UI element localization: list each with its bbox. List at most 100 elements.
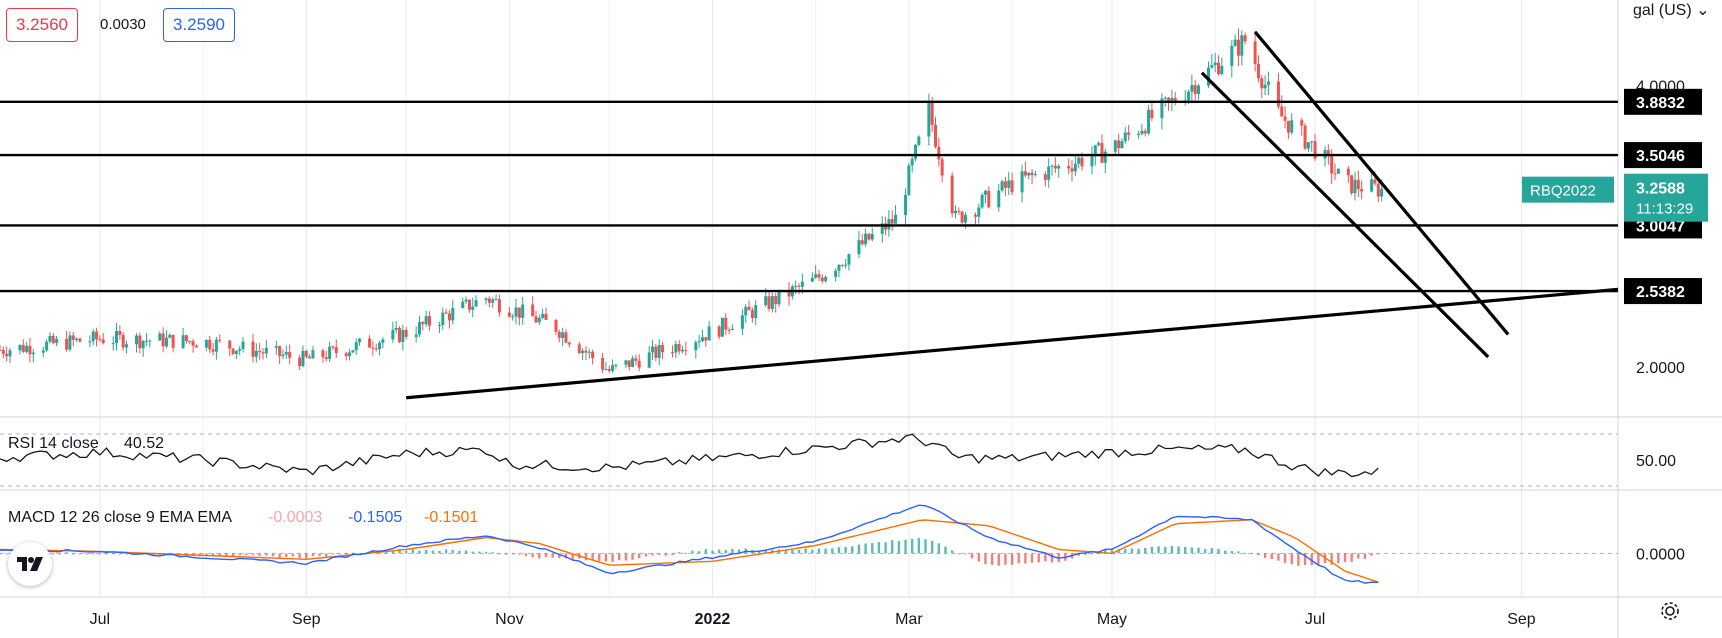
macd-histogram-bar [1317, 553, 1320, 566]
candle-body [358, 338, 362, 343]
bid-price-badge[interactable]: 3.2560 [6, 8, 78, 42]
candle-body [1007, 180, 1011, 188]
macd-histogram-bar [338, 553, 341, 555]
candle-body [953, 210, 957, 214]
macd-histogram-bar [731, 549, 734, 554]
macd-histogram-bar [691, 550, 694, 554]
macd-histogram-bar [98, 553, 102, 555]
candle-body [181, 335, 185, 348]
macd-histogram-bar [764, 550, 767, 554]
macd-histogram-bar [458, 550, 461, 554]
candle-body [867, 233, 871, 240]
macd-line [0, 504, 1379, 584]
macd-histogram-bar [717, 549, 721, 554]
candle-body [401, 330, 405, 342]
macd-histogram-bar [677, 552, 681, 554]
macd-histogram-bar [404, 550, 408, 554]
x-tick-label: Nov [495, 611, 523, 628]
candle-body [1220, 65, 1224, 75]
macd-histogram-bar [1024, 553, 1027, 564]
candle-body [820, 277, 824, 282]
macd-histogram-bar [990, 553, 994, 565]
candle-body [1143, 130, 1147, 134]
candle-body [817, 274, 821, 278]
candle-body [1213, 62, 1217, 66]
candle-body [1057, 166, 1061, 169]
macd-histogram-bar [245, 553, 248, 556]
unit-selector[interactable]: gal (US) ⌄ [1633, 0, 1710, 20]
candle-body [930, 102, 934, 125]
candle-body [78, 338, 82, 342]
candle-body [1067, 166, 1071, 169]
candle-body [684, 350, 688, 352]
candle-body [121, 334, 125, 348]
candle-body [351, 350, 355, 353]
candle-body [474, 300, 478, 307]
macd-histogram-bar [711, 550, 714, 554]
candle-body [158, 333, 162, 341]
candle-body [1207, 67, 1211, 86]
candle-body [88, 341, 92, 343]
macd-histogram-bar [444, 549, 448, 554]
macd-histogram-bar [1350, 553, 1353, 562]
candle-body [614, 364, 618, 366]
macd-histogram-bar [305, 553, 308, 559]
macd-histogram-bar [804, 548, 807, 554]
macd-histogram-bar [1010, 553, 1014, 565]
candle-body [91, 331, 95, 342]
candle-body [1160, 98, 1164, 119]
macd-histogram-bar [464, 550, 468, 554]
macd-histogram-bar [65, 552, 68, 554]
candle-body [1243, 35, 1247, 42]
candle-body [1193, 85, 1197, 95]
candle-body [1360, 189, 1364, 192]
candle-body [5, 353, 9, 357]
candle-body [98, 339, 102, 341]
candle-body [1306, 142, 1310, 149]
candle-body [637, 360, 641, 368]
candle-body [997, 190, 1001, 208]
macd-histogram-bar [791, 549, 794, 554]
macd-histogram-bar [618, 553, 621, 561]
candle-body [414, 334, 418, 337]
macd-histogram-bar [291, 553, 295, 557]
candle-body [308, 356, 312, 359]
macd-histogram-bar [451, 550, 454, 554]
macd-histogram-bar [924, 539, 927, 554]
candle-body [264, 347, 268, 354]
tradingview-logo-icon[interactable] [8, 542, 52, 586]
macd-histogram-bar [511, 553, 514, 555]
candle-body [284, 351, 288, 355]
candle-body [1047, 166, 1051, 180]
candle-body [577, 344, 581, 354]
chevron-down-icon: ⌄ [1696, 2, 1710, 19]
macd-histogram-bar [298, 553, 301, 558]
candle-body [514, 307, 518, 317]
candle-body [138, 335, 142, 349]
candle-body [1120, 141, 1124, 149]
macd-histogram-bar [1237, 551, 1240, 554]
macd-hist-value: -0.0003 [268, 509, 322, 526]
candle-body [144, 340, 148, 342]
macd-histogram-bar [1157, 546, 1160, 554]
macd-histogram-bar [864, 543, 867, 554]
candle-body [1000, 181, 1004, 191]
candle-body [1113, 140, 1117, 152]
candle-body [647, 352, 651, 368]
candle-body [927, 102, 931, 137]
settings-gear-icon[interactable] [1659, 600, 1681, 627]
macd-histogram-bar [398, 548, 401, 554]
candle-body [208, 339, 212, 350]
candle-body [298, 357, 302, 367]
macd-histogram-bar [651, 553, 654, 556]
candle-body [168, 334, 172, 338]
candle-body [494, 299, 498, 301]
candle-body [787, 289, 791, 297]
macd-histogram-bar [877, 542, 881, 554]
macd-histogram-bar [638, 553, 641, 559]
candle-body [311, 350, 315, 359]
macd-histogram-bar [604, 553, 608, 562]
ask-price-badge[interactable]: 3.2590 [163, 8, 235, 42]
candle-body [800, 281, 804, 287]
